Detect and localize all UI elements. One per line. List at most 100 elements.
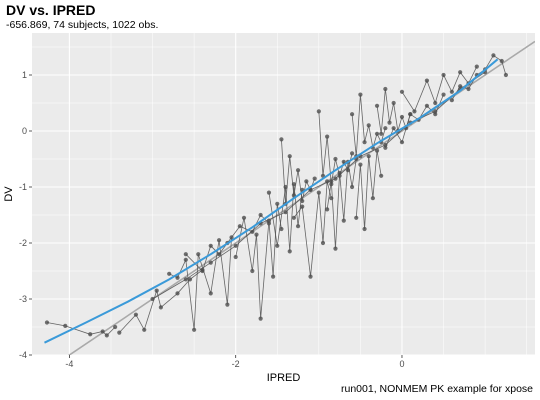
data-point: [458, 70, 463, 75]
y-axis-ticks: -4 -3 -2 -1 0 1: [19, 70, 32, 360]
data-point: [117, 330, 122, 335]
data-point: [316, 190, 321, 195]
data-point: [133, 312, 139, 317]
data-point: [113, 324, 118, 330]
data-point: [271, 274, 276, 279]
data-point: [358, 92, 363, 97]
y-tick-label: -3: [19, 294, 27, 304]
data-point: [424, 78, 430, 83]
data-point: [167, 271, 172, 276]
data-point: [366, 154, 371, 159]
data-point: [374, 131, 380, 136]
data-point: [237, 224, 242, 229]
observation-points: [44, 53, 509, 338]
data-point: [433, 109, 438, 114]
data-point: [466, 86, 471, 92]
data-point: [320, 240, 326, 246]
series-line: [119, 269, 203, 333]
y-tick-label: -2: [19, 238, 27, 248]
data-point: [233, 254, 238, 260]
y-axis-label: DV: [3, 186, 15, 202]
data-point: [142, 327, 147, 332]
data-point: [266, 190, 272, 195]
data-point: [329, 196, 334, 201]
data-point: [291, 182, 296, 187]
data-point: [349, 151, 355, 156]
data-point: [175, 291, 180, 296]
data-point: [258, 212, 263, 218]
data-point: [241, 215, 247, 220]
data-point: [279, 226, 284, 232]
data-point: [399, 89, 405, 94]
x-tick-label: -2: [232, 359, 240, 369]
data-point: [192, 327, 197, 332]
data-point: [208, 243, 213, 248]
data-point: [316, 109, 321, 114]
data-point: [300, 204, 305, 209]
data-point: [337, 170, 342, 176]
data-point: [362, 226, 367, 232]
data-point: [449, 98, 454, 103]
data-point: [387, 120, 392, 125]
data-point: [196, 252, 201, 257]
data-point: [379, 173, 384, 178]
data-point: [283, 184, 288, 190]
data-point: [325, 134, 330, 139]
data-point: [250, 268, 255, 274]
data-point: [291, 215, 296, 220]
data-point: [225, 302, 230, 307]
data-point: [391, 126, 396, 131]
data-point: [349, 184, 355, 190]
x-axis-ticks: -4 -2 0: [65, 355, 404, 369]
y-tick-label: -4: [19, 350, 27, 360]
x-tick-label: -4: [65, 359, 73, 369]
data-point: [449, 89, 454, 94]
series-line: [326, 158, 357, 249]
data-point: [295, 224, 301, 229]
plot-area: [44, 40, 535, 355]
data-point: [183, 257, 188, 262]
chart-title: DV vs. IPRED: [6, 2, 96, 18]
x-axis-label: IPRED: [267, 372, 301, 384]
data-point: [341, 159, 346, 164]
data-point: [399, 114, 405, 120]
data-point: [345, 168, 351, 173]
x-tick-label: 0: [399, 359, 404, 369]
data-point: [44, 320, 50, 325]
data-point: [275, 243, 280, 248]
data-point: [491, 53, 496, 58]
chart-subtitle: -656.869, 74 subjects, 1022 obs.: [6, 19, 159, 31]
y-tick-label: -1: [19, 182, 27, 192]
data-point: [175, 275, 180, 280]
data-point: [283, 210, 288, 215]
chart-caption: run001, NONMEM PK example for xpose: [341, 383, 533, 395]
data-point: [104, 333, 109, 338]
data-point: [304, 179, 309, 184]
data-point: [366, 123, 371, 128]
data-point: [216, 252, 222, 257]
data-point: [325, 179, 330, 184]
data-point: [408, 112, 413, 117]
data-point: [383, 142, 388, 148]
data-point: [499, 58, 504, 64]
data-point: [399, 140, 405, 145]
data-point: [63, 323, 68, 328]
data-point: [374, 103, 380, 108]
data-point: [300, 198, 305, 204]
data-point: [208, 291, 213, 296]
data-point: [424, 103, 430, 108]
data-point: [341, 218, 346, 223]
data-point: [312, 176, 317, 181]
data-point: [287, 249, 292, 254]
data-point: [287, 154, 292, 159]
gridlines: [32, 33, 535, 356]
data-point: [329, 179, 334, 184]
data-point: [88, 332, 93, 337]
data-point: [374, 148, 380, 153]
data-point: [295, 168, 301, 173]
data-point: [279, 137, 284, 142]
data-point: [183, 252, 188, 257]
data-point: [383, 126, 388, 131]
data-point: [158, 305, 163, 310]
